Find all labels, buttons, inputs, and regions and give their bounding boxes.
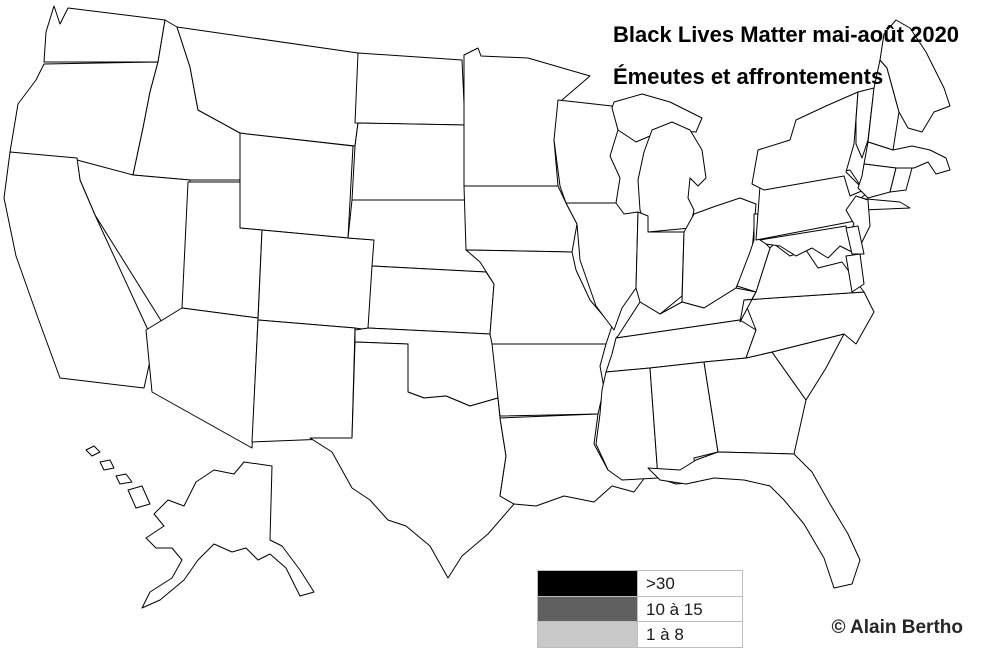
state-delaware xyxy=(845,225,865,255)
author-credit: © Alain Bertho xyxy=(831,617,963,638)
delmarva-peninsula xyxy=(845,253,865,293)
state-washington xyxy=(43,5,166,63)
state-florida xyxy=(647,451,861,589)
state-north-dakota xyxy=(354,52,466,126)
legend-swatch-over-30 xyxy=(538,571,637,596)
legend-swatch-1-8 xyxy=(538,622,637,648)
legend-row-over-30: >30 xyxy=(538,571,742,597)
state-hawaii-kauai xyxy=(85,445,101,457)
state-rhode-island xyxy=(889,167,913,193)
state-maine xyxy=(879,19,951,133)
state-wyoming xyxy=(239,132,354,239)
state-michigan xyxy=(637,121,707,233)
state-mississippi xyxy=(595,367,659,481)
legend-row-1-8: 1 à 8 xyxy=(538,622,742,648)
map-title-line2: Émeutes et affrontements xyxy=(613,64,884,89)
state-new-mexico xyxy=(251,319,356,443)
state-connecticut xyxy=(857,163,897,199)
state-arkansas xyxy=(491,343,607,417)
state-colorado xyxy=(257,229,376,331)
state-hawaii-maui xyxy=(115,473,133,485)
state-california xyxy=(3,151,153,389)
state-north-carolina xyxy=(743,291,875,359)
legend-swatch-10-15 xyxy=(538,596,637,622)
legend-label-over-30: >30 xyxy=(637,571,742,596)
state-arizona xyxy=(145,307,259,449)
state-alaska xyxy=(141,461,315,609)
state-hawaii-big-island xyxy=(127,485,151,509)
state-iowa xyxy=(463,185,578,253)
state-texas xyxy=(309,341,515,579)
state-kansas xyxy=(367,265,495,335)
state-new-york xyxy=(751,91,865,197)
state-hawaii-oahu xyxy=(99,459,115,471)
state-wisconsin xyxy=(553,99,621,204)
state-louisiana xyxy=(499,413,647,507)
map-title: Black Lives Matter mai-août 2020 Émeutes… xyxy=(613,24,983,88)
legend-label-10-15: 10 à 15 xyxy=(637,596,742,622)
map-title-line1: Black Lives Matter mai-août 2020 xyxy=(613,22,960,47)
state-illinois xyxy=(565,202,639,331)
legend-row-10-15: 10 à 15 xyxy=(538,596,742,623)
state-south-dakota xyxy=(351,122,475,201)
map-legend: >30 10 à 15 1 à 8 xyxy=(537,570,743,648)
legend-label-1-8: 1 à 8 xyxy=(637,622,742,648)
